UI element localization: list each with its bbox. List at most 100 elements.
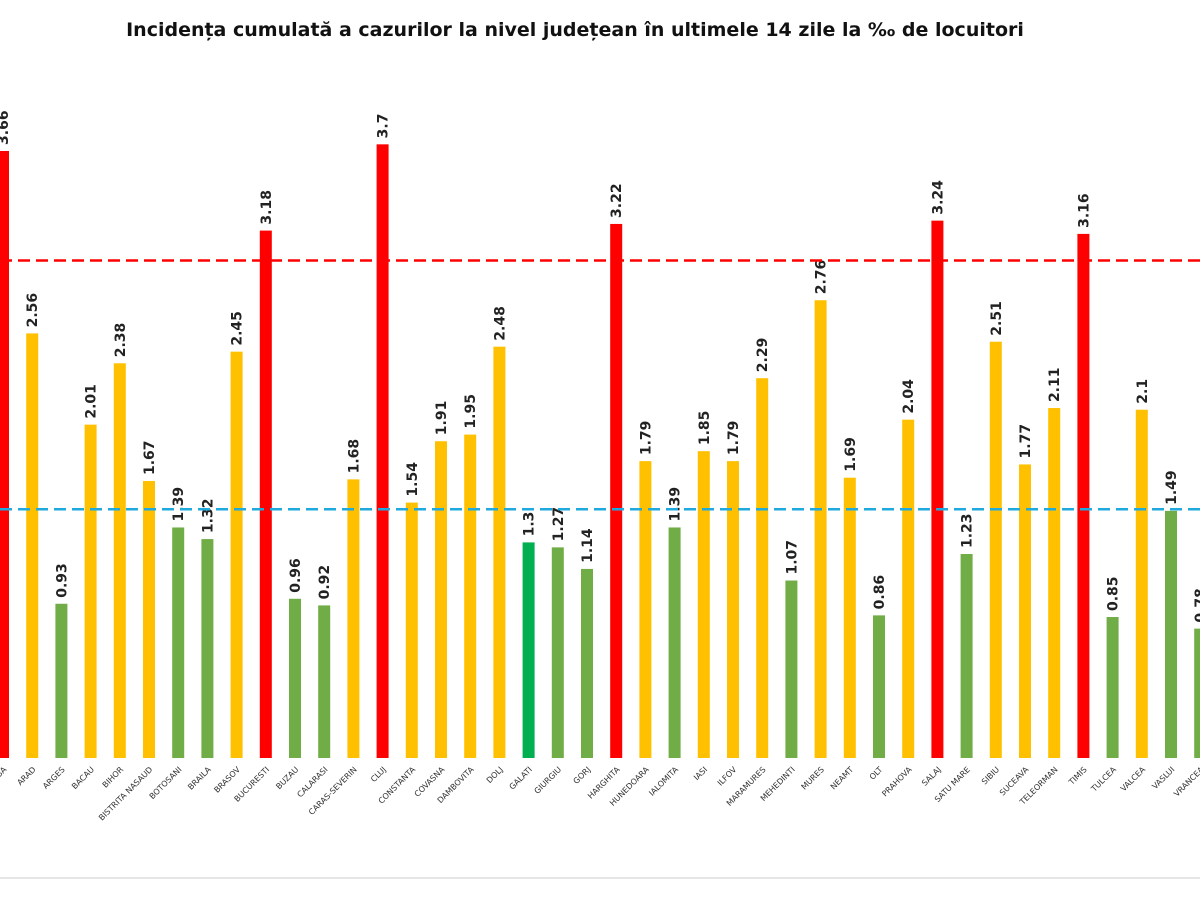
x-tick-label: BRASOV — [212, 765, 242, 795]
bar — [1106, 617, 1119, 758]
value-label: 2.01 — [84, 384, 100, 419]
bar — [610, 223, 623, 758]
x-tick-label: ARGES — [41, 765, 67, 791]
bar — [26, 333, 39, 758]
bar — [522, 542, 535, 758]
x-tick-label: IALOMITA — [647, 765, 680, 798]
x-tick-label: VASLUI — [1150, 765, 1176, 791]
value-label: 2.56 — [25, 293, 41, 328]
value-label: 2.11 — [1047, 368, 1063, 403]
bar — [464, 434, 477, 758]
value-label: 1.39 — [171, 487, 187, 522]
x-tick-label: BIHOR — [101, 765, 126, 790]
value-label: 3.16 — [1076, 193, 1092, 228]
value-label: 2.48 — [492, 306, 508, 341]
x-tick-label: OLT — [868, 765, 885, 782]
value-label: 3.22 — [609, 183, 625, 218]
value-label: 1.14 — [580, 528, 596, 563]
bar — [493, 346, 506, 758]
value-label: 2.29 — [755, 338, 771, 373]
x-tick-label: GIURGIU — [533, 765, 564, 796]
value-label: 1.79 — [638, 421, 654, 456]
value-label: 3.18 — [259, 190, 275, 225]
value-label: 1.67 — [142, 440, 158, 475]
x-tick-label: PRAHOVA — [880, 765, 914, 799]
bar — [435, 441, 447, 758]
x-tick-label: TULCEA — [1089, 765, 1119, 795]
bar — [989, 341, 1002, 758]
x-tick-label: SIBIU — [980, 765, 1001, 786]
bar — [551, 547, 564, 758]
value-label: 1.54 — [405, 462, 421, 497]
value-label: 2.38 — [113, 323, 129, 358]
x-tick-label: BACAU — [70, 765, 96, 791]
x-tick-label: DOLJ — [485, 765, 505, 785]
value-label: 0.78 — [1193, 588, 1200, 623]
value-label: 0.85 — [1106, 576, 1122, 611]
bar — [113, 363, 126, 758]
x-tick-label: BUZAU — [274, 765, 300, 791]
x-tick-label: MURES — [800, 765, 826, 791]
bar — [376, 144, 389, 759]
value-label: 1.77 — [1018, 424, 1034, 459]
value-label: 1.91 — [434, 401, 450, 436]
value-label: 1.27 — [551, 507, 567, 542]
x-tick-label: ILFOV — [716, 765, 739, 788]
value-label: 3.66 — [0, 110, 12, 145]
x-tick-label: TIMIS — [1066, 765, 1088, 787]
bar — [0, 150, 9, 759]
x-tick-label: NEAMT — [829, 765, 855, 791]
value-label: 0.92 — [317, 565, 333, 600]
x-tick-label: SALAJ — [920, 765, 943, 788]
bar — [697, 451, 710, 758]
bar — [843, 477, 856, 758]
value-label: 2.76 — [814, 260, 830, 295]
value-label: 2.1 — [1135, 379, 1151, 404]
value-label: 1.49 — [1164, 470, 1180, 505]
bar — [84, 424, 97, 758]
value-label: 2.04 — [901, 379, 917, 414]
x-tick-label: BRAILA — [186, 765, 213, 792]
bar — [873, 615, 885, 758]
bar — [902, 419, 915, 758]
value-label: 0.86 — [872, 575, 888, 610]
value-label: 3.24 — [930, 180, 946, 215]
x-tick-label: GORJ — [572, 765, 593, 786]
value-label: 1.79 — [726, 421, 742, 456]
x-tick-label: VALCEA — [1119, 765, 1148, 794]
x-tick-label: GALATI — [508, 765, 534, 791]
bar — [814, 300, 827, 758]
value-label: 2.45 — [230, 311, 246, 346]
value-label: 1.68 — [346, 439, 362, 474]
bar — [318, 605, 331, 758]
value-label: 1.69 — [843, 437, 859, 472]
bar — [1165, 510, 1177, 758]
x-tick-label: IASI — [692, 765, 709, 782]
x-tick-label: VRANCEA — [1172, 765, 1200, 799]
bar — [931, 220, 944, 758]
value-label: 1.39 — [668, 487, 684, 522]
bar — [581, 568, 593, 758]
bar — [1077, 233, 1090, 758]
bar — [347, 479, 360, 758]
value-label: 0.96 — [288, 558, 304, 593]
bar — [668, 527, 681, 758]
bar — [785, 580, 798, 758]
value-label: 1.23 — [960, 513, 976, 548]
bar — [727, 461, 739, 758]
bar — [143, 481, 155, 758]
chart-title: Incidența cumulată a cazurilor la nivel … — [126, 19, 1024, 41]
bar — [172, 527, 185, 758]
bar — [756, 378, 769, 758]
value-label: 1.95 — [463, 394, 479, 429]
bar — [230, 351, 243, 758]
bar — [201, 539, 214, 758]
bar — [55, 603, 68, 758]
bar — [405, 502, 418, 758]
bar — [639, 461, 652, 758]
value-label: 3.7 — [376, 114, 392, 139]
bar — [1019, 464, 1031, 758]
bar — [1135, 409, 1148, 758]
bar — [960, 554, 973, 758]
value-label: 1.32 — [200, 499, 216, 534]
